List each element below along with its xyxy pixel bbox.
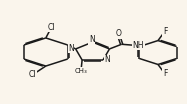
- Text: N: N: [68, 44, 74, 53]
- Text: F: F: [163, 69, 167, 78]
- Text: O: O: [116, 29, 122, 38]
- Text: N: N: [89, 35, 94, 44]
- Text: CH₃: CH₃: [75, 68, 88, 74]
- Text: NH: NH: [133, 41, 144, 50]
- Text: F: F: [163, 27, 167, 36]
- Text: Cl: Cl: [48, 23, 55, 32]
- Text: Cl: Cl: [29, 70, 36, 79]
- Text: N: N: [104, 55, 110, 64]
